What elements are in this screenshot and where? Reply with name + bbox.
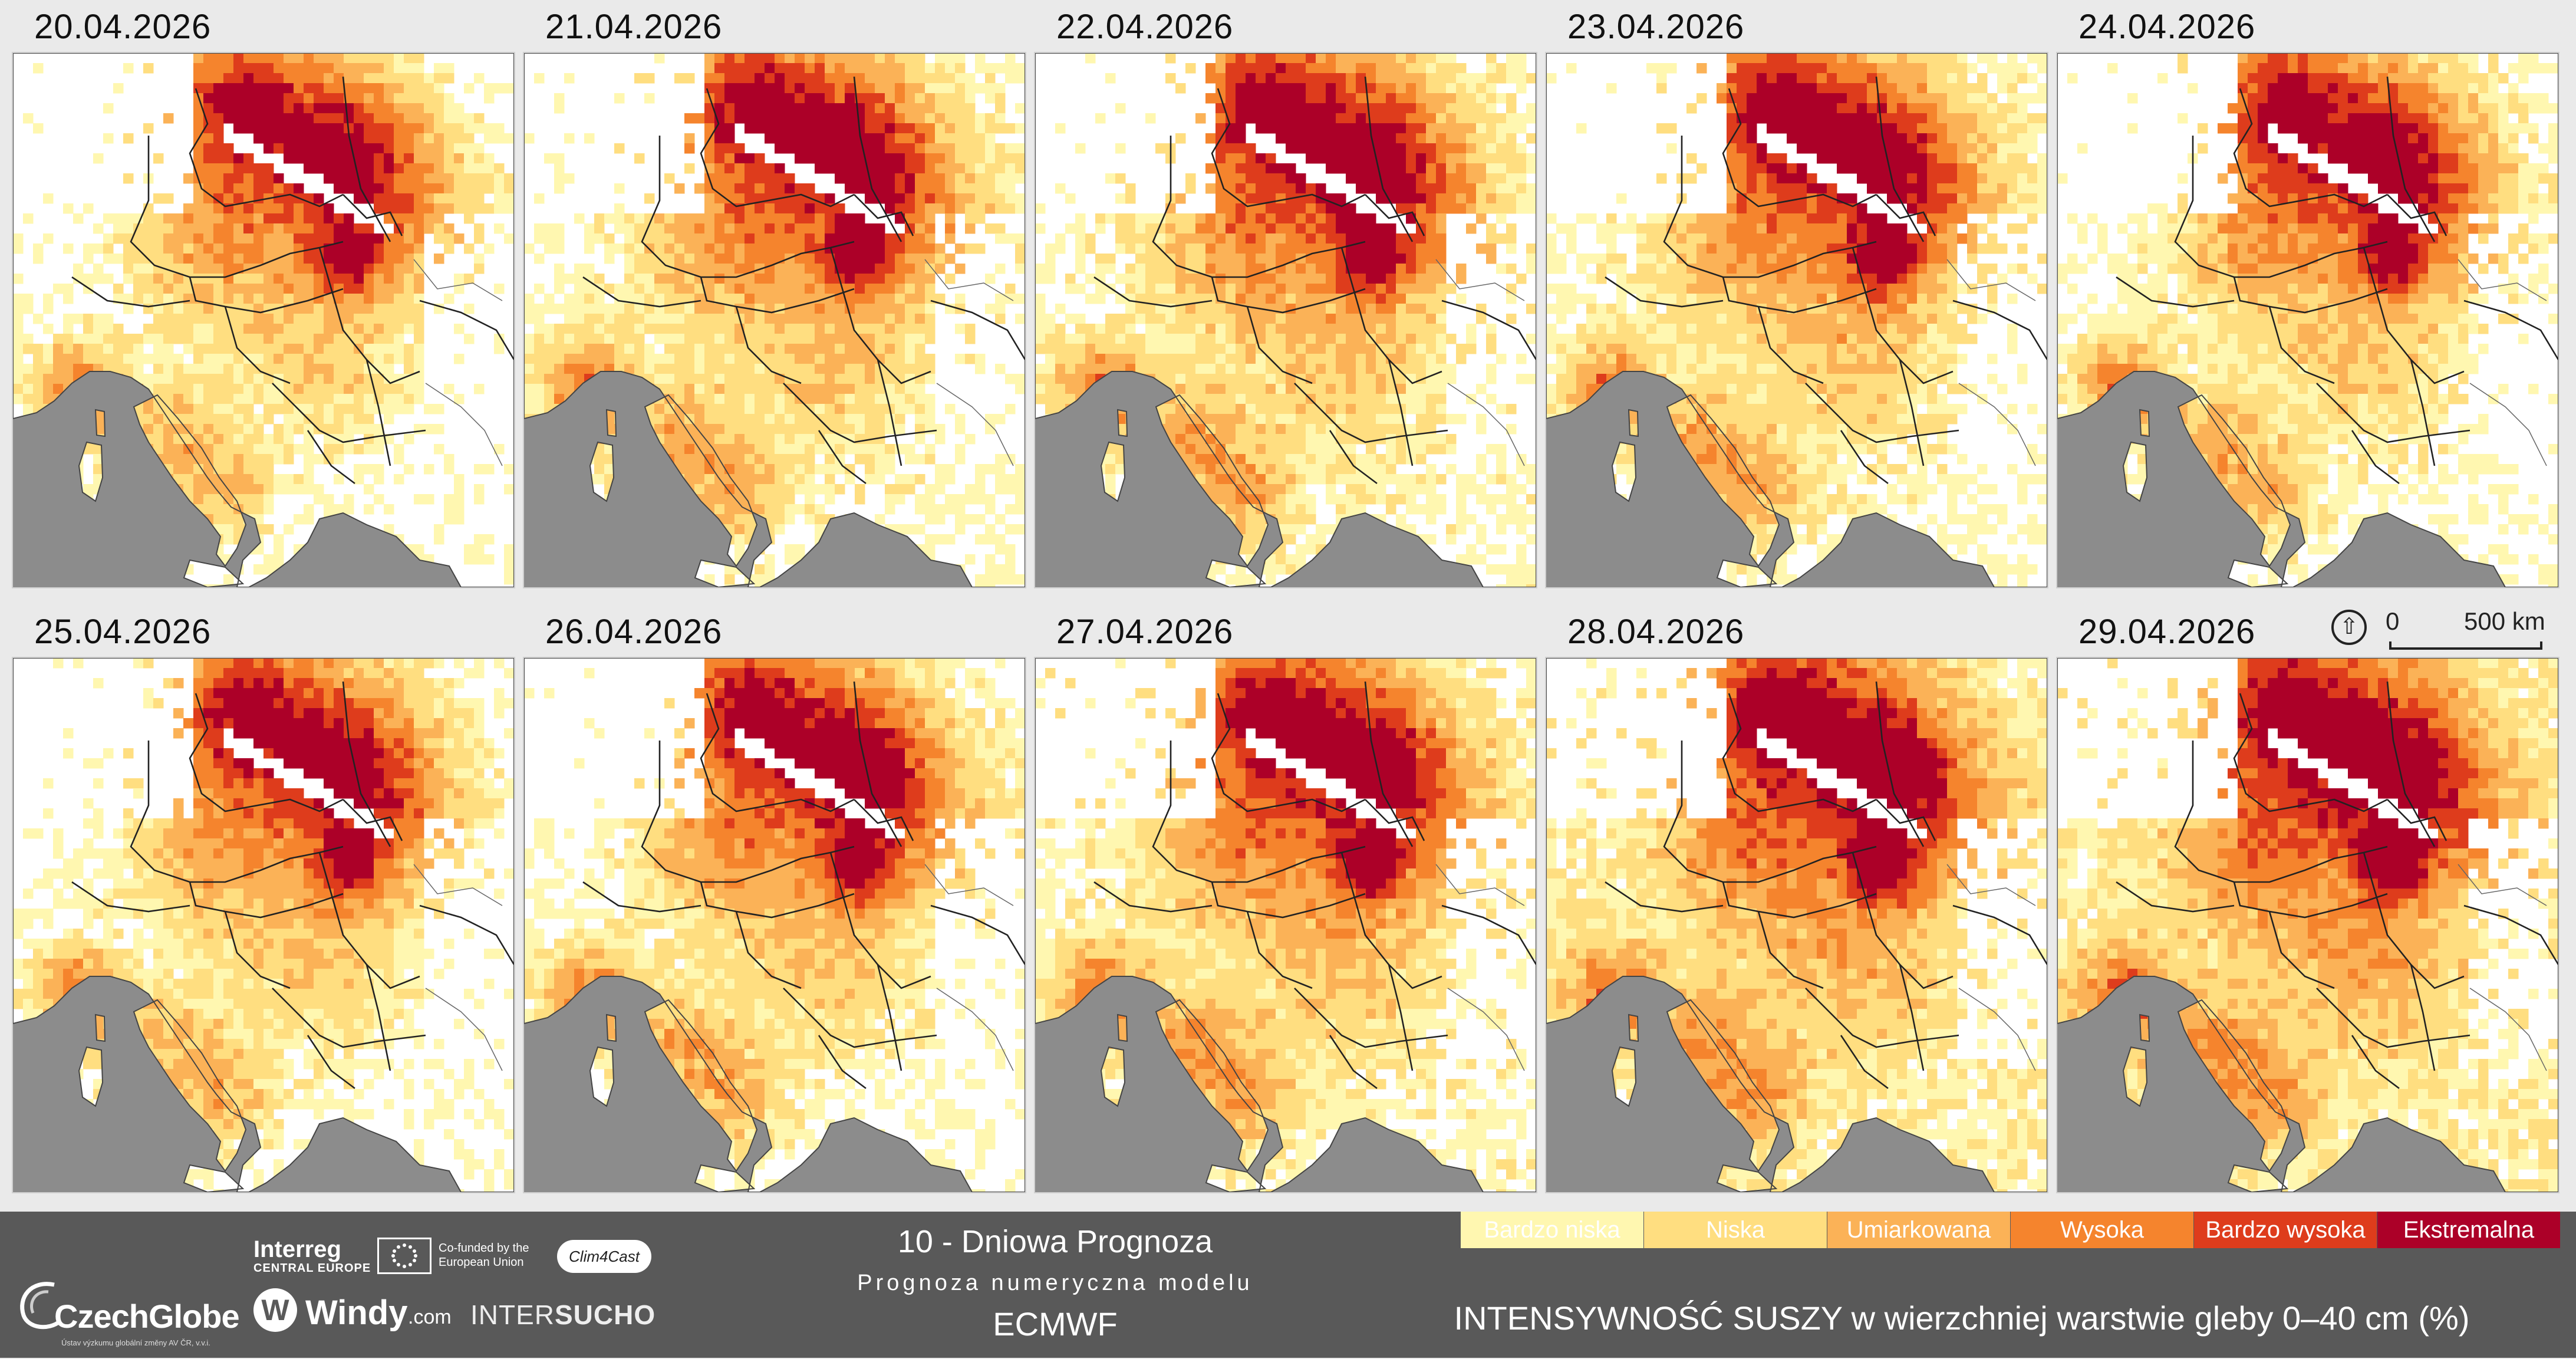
drought-map	[524, 53, 1025, 587]
scale-bar: ⇧ 0 500 km	[2331, 607, 2555, 654]
maps-grid: 20.04.2026 21.04.2026 22.04.2026 23.04.2026…	[0, 0, 2576, 1209]
drought-map	[1035, 53, 1536, 587]
scale-zero-label: 0	[2386, 607, 2399, 636]
interreg-region: CENTRAL EUROPE	[253, 1262, 371, 1275]
eu-flag-icon	[377, 1238, 431, 1274]
forecast-title: 10 - Dniowa Prognoza	[819, 1223, 1291, 1260]
eu-cofunded-text: Co-funded by the European Union	[439, 1241, 566, 1269]
drought-map	[13, 53, 514, 587]
drought-map	[1546, 53, 2047, 587]
intersucho-part2: SUCHO	[555, 1299, 655, 1330]
forecast-subtitle: Prognoza numeryczna modelu	[819, 1271, 1291, 1296]
map-panel: 27.04.2026	[1022, 605, 1529, 1209]
panel-date: 20.04.2026	[34, 7, 211, 47]
legend-item: Bardzo niska	[1461, 1212, 1643, 1248]
map-panel: 29.04.2026	[2044, 605, 2551, 1209]
panel-date: 28.04.2026	[1567, 612, 1744, 651]
legend-item: Bardzo wysoka	[2194, 1212, 2377, 1248]
map-panel: 22.04.2026	[1022, 0, 1529, 604]
drought-map	[2057, 658, 2558, 1192]
drought-map	[1546, 658, 2047, 1192]
windy-icon: W	[253, 1288, 297, 1332]
panel-date: 29.04.2026	[2078, 612, 2255, 651]
north-arrow-icon: ⇧	[2331, 610, 2367, 645]
drought-map	[2057, 53, 2558, 587]
legend-caption: INTENSYWNOŚĆ SUSZY w wierzchniej warstwi…	[1402, 1299, 2522, 1337]
map-panel: 26.04.2026	[511, 605, 1018, 1209]
czechglobe-subtitle: Ústav výzkumu globální změny AV ČR, v.v.…	[61, 1338, 210, 1347]
scale-distance-label: 500 km	[2464, 607, 2545, 636]
clim4cast-logo: Clim4Cast	[557, 1240, 651, 1273]
map-panel: 28.04.2026	[1533, 605, 2040, 1209]
footer: CzechGlobe Ústav výzkumu globální změny …	[0, 1212, 2576, 1358]
interreg-name: Interreg	[253, 1236, 371, 1263]
drought-map	[1035, 658, 1536, 1192]
map-panel: 24.04.2026	[2044, 0, 2551, 604]
legend-item: Wysoka	[2011, 1212, 2193, 1248]
windy-suffix: .com	[408, 1306, 452, 1329]
panel-date: 22.04.2026	[1056, 7, 1233, 47]
drought-map	[524, 658, 1025, 1192]
panel-date: 26.04.2026	[545, 612, 722, 651]
drought-map	[13, 658, 514, 1192]
map-panel: 25.04.2026	[0, 605, 507, 1209]
panel-date: 24.04.2026	[2078, 7, 2255, 47]
map-panel: 21.04.2026	[511, 0, 1018, 604]
legend-item: Ekstremalna	[2377, 1212, 2560, 1248]
panel-date: 27.04.2026	[1056, 612, 1233, 651]
panel-date: 21.04.2026	[545, 7, 722, 47]
legend-item: Niska	[1644, 1212, 1827, 1248]
panel-date: 25.04.2026	[34, 612, 211, 651]
czechglobe-logo: CzechGlobe Ústav výzkumu globální změny …	[13, 1241, 237, 1359]
eu-logo: Co-funded by the European Union	[377, 1238, 566, 1279]
windy-name: Windy	[305, 1293, 407, 1332]
scale-line	[2389, 641, 2542, 650]
intersucho-part1: INTER	[470, 1299, 555, 1330]
intersucho-logo: INTERSUCHO	[470, 1299, 655, 1331]
czechglobe-name: CzechGlobe	[54, 1297, 239, 1335]
legend-item: Umiarkowana	[1827, 1212, 2010, 1248]
panel-date: 23.04.2026	[1567, 7, 1744, 47]
map-panel: 23.04.2026	[1533, 0, 2040, 604]
forecast-model: ECMWF	[819, 1305, 1291, 1343]
map-panel: 20.04.2026	[0, 0, 507, 604]
interreg-logo: Interreg CENTRAL EUROPE	[253, 1236, 371, 1275]
